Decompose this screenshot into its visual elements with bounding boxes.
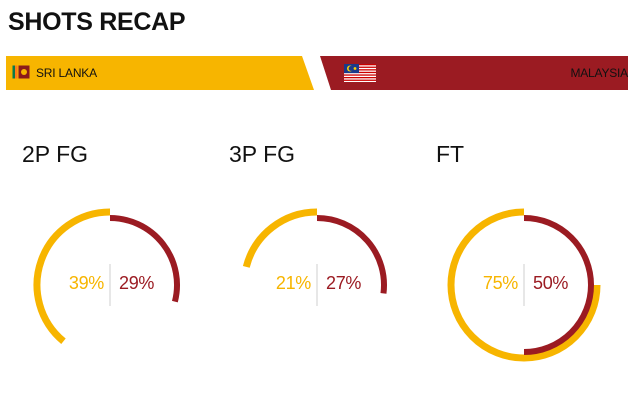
left-team-arc (447, 208, 601, 362)
stat-label: 2P FG (22, 141, 89, 167)
stat-card-ft: FT 75% 50% (436, 125, 636, 385)
stat-donut-2p-fg (33, 208, 180, 344)
right-percentage: 29% (119, 273, 155, 293)
right-team-arc (316, 215, 387, 294)
sri-lanka-flag-icon (11, 64, 31, 80)
team-left-name: SRI LANKA (36, 66, 97, 80)
right-percentage: 27% (326, 273, 362, 293)
left-team-arc (33, 208, 111, 344)
left-percentage: 75% (482, 273, 518, 293)
team-right-name: MALAYSIA (570, 66, 628, 80)
team-bar: SRI LANKA MALAYSIA (0, 56, 642, 90)
left-percentage: 39% (68, 273, 104, 293)
stat-label: FT (436, 141, 465, 167)
left-team-arc (242, 208, 318, 268)
stat-label: 3P FG (229, 141, 296, 167)
page-title: SHOTS RECAP (8, 8, 186, 36)
stat-card-3p-fg: 3P FG 21% 27% (229, 125, 429, 385)
stat-donut-3p-fg (242, 208, 387, 306)
malaysia-bar (320, 56, 628, 90)
team-bar-background (6, 56, 628, 90)
right-percentage: 50% (533, 273, 569, 293)
right-team-arc (109, 215, 180, 303)
right-team-arc (523, 215, 594, 355)
sri-lanka-bar (6, 56, 314, 90)
stat-card-2p-fg: 2P FG 39% 29% (22, 125, 222, 385)
stat-donut-ft (447, 208, 601, 362)
malaysia-flag-icon (344, 64, 376, 82)
left-percentage: 21% (275, 273, 311, 293)
